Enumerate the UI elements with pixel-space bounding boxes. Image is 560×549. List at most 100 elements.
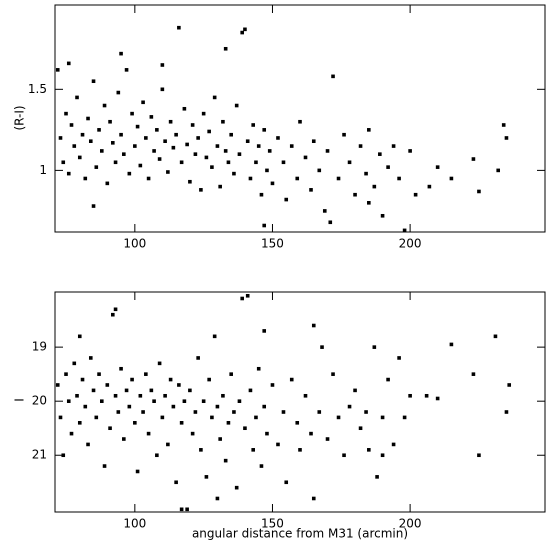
point [449, 176, 454, 181]
point [342, 132, 346, 137]
point [91, 204, 96, 208]
point [168, 377, 173, 382]
point [130, 377, 134, 382]
point [113, 393, 118, 398]
point [289, 377, 294, 382]
point [135, 124, 140, 129]
point [207, 377, 211, 382]
point [331, 372, 335, 376]
point [496, 168, 501, 173]
point [188, 179, 192, 184]
point [265, 168, 269, 173]
point [77, 155, 82, 160]
point [372, 345, 377, 349]
point [174, 132, 178, 137]
point [99, 149, 104, 153]
point [218, 437, 222, 441]
point [171, 145, 176, 150]
point [185, 507, 189, 512]
point [75, 95, 79, 100]
point [435, 165, 440, 169]
point [303, 155, 308, 160]
point [61, 453, 66, 458]
point [88, 139, 93, 143]
point [122, 152, 126, 156]
y-tick-label: 1 [39, 163, 47, 177]
point [75, 393, 79, 398]
point [199, 188, 203, 192]
point [215, 144, 220, 148]
point [119, 51, 123, 56]
point [61, 160, 66, 165]
point [477, 453, 481, 458]
point [254, 160, 258, 165]
plot-frame [54, 4, 546, 233]
point [83, 176, 88, 181]
point [276, 442, 280, 447]
point [179, 507, 184, 512]
point [138, 163, 143, 168]
point [375, 475, 379, 479]
point [105, 383, 110, 387]
point [113, 160, 118, 165]
point [97, 128, 101, 132]
point [122, 437, 126, 441]
point [221, 393, 225, 398]
point [196, 136, 200, 140]
y-tick-label: 1.5 [28, 82, 47, 96]
point [298, 119, 302, 124]
y-axis-label: (R-I) [13, 105, 27, 130]
point [77, 334, 82, 339]
point [232, 171, 236, 176]
point [94, 415, 99, 420]
point [254, 415, 258, 420]
point [221, 119, 225, 124]
point [237, 399, 242, 403]
y-tick-label: 21 [32, 448, 47, 462]
point [386, 165, 390, 169]
point [108, 119, 112, 124]
point [248, 388, 253, 393]
point [322, 209, 327, 213]
point [77, 421, 82, 425]
point [80, 377, 85, 382]
point [223, 458, 228, 463]
point [138, 393, 143, 398]
point [174, 480, 178, 485]
point [86, 116, 90, 121]
point [69, 431, 74, 436]
point [133, 144, 137, 148]
point [166, 442, 170, 447]
point [493, 334, 498, 339]
point [367, 128, 371, 132]
point [259, 464, 264, 468]
point [402, 415, 407, 420]
x-tick-label: 150 [261, 237, 284, 251]
point [72, 144, 77, 148]
point [303, 393, 308, 398]
point [133, 421, 137, 425]
point [105, 181, 110, 186]
point [435, 396, 440, 401]
point [58, 415, 63, 420]
point [171, 404, 176, 409]
point [367, 448, 371, 452]
point [141, 410, 145, 414]
point [212, 95, 217, 100]
point [223, 149, 228, 153]
x-tick-label: 150 [261, 517, 284, 531]
point [309, 188, 313, 192]
point [66, 399, 71, 403]
point [168, 119, 173, 124]
point [83, 404, 88, 409]
point [328, 220, 333, 225]
point [424, 393, 429, 398]
point [380, 453, 385, 458]
point [55, 68, 60, 72]
point [380, 213, 385, 218]
point [504, 136, 509, 140]
point [149, 115, 154, 119]
point [55, 383, 60, 387]
point [284, 480, 289, 485]
point [251, 123, 256, 127]
